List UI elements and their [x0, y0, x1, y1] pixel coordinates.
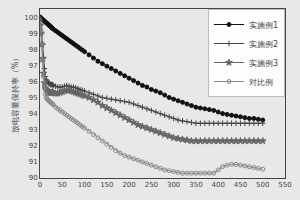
svg-text:50: 50: [58, 181, 67, 189]
svg-text:94: 94: [29, 110, 38, 118]
svg-text:300: 300: [167, 181, 180, 189]
svg-text:200: 200: [122, 181, 135, 189]
svg-text:0: 0: [38, 181, 42, 189]
svg-text:93: 93: [29, 126, 38, 134]
svg-text:500: 500: [256, 181, 269, 189]
svg-text:91: 91: [29, 158, 38, 166]
svg-text:97: 97: [29, 62, 38, 70]
svg-text:实施例3: 实施例3: [249, 59, 278, 68]
svg-text:实施例2: 实施例2: [249, 40, 278, 49]
svg-text:150: 150: [100, 181, 113, 189]
svg-text:98: 98: [29, 46, 38, 54]
svg-text:450: 450: [234, 181, 247, 189]
svg-text:95: 95: [29, 94, 38, 102]
svg-text:250: 250: [145, 181, 158, 189]
svg-text:对比例: 对比例: [249, 78, 273, 87]
svg-text:550: 550: [278, 181, 291, 189]
svg-text:96: 96: [29, 78, 38, 86]
svg-text:实施例1: 实施例1: [249, 21, 278, 30]
svg-text:92: 92: [29, 142, 38, 150]
svg-text:400: 400: [211, 181, 224, 189]
svg-text:放电容量保持率（%）: 放电容量保持率（%）: [11, 54, 20, 134]
svg-text:350: 350: [189, 181, 202, 189]
svg-text:100: 100: [78, 181, 91, 189]
svg-text:99: 99: [29, 30, 38, 38]
svg-text:100: 100: [24, 13, 37, 21]
svg-text:90: 90: [29, 174, 38, 182]
